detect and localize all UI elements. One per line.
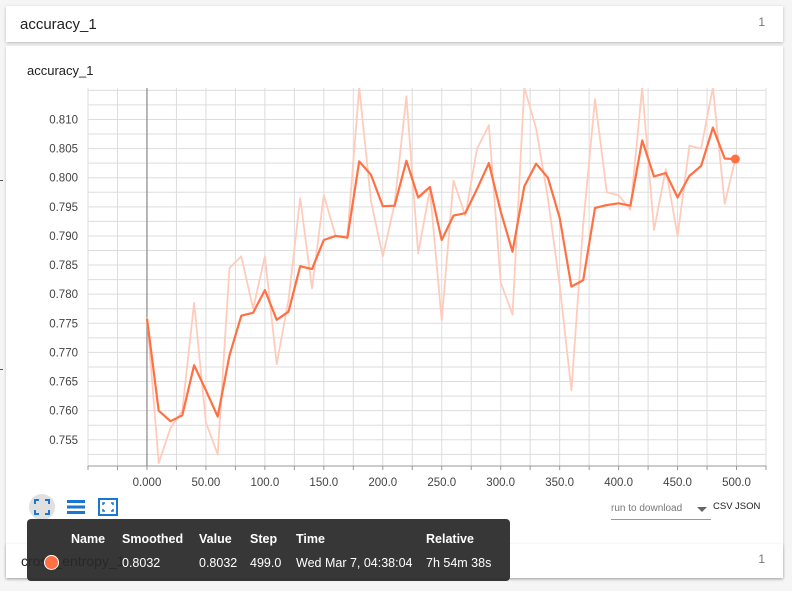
tooltip-header-smoothed: Smoothed [122,532,184,546]
download-csv-link[interactable]: CSV [713,501,733,512]
download-json-link[interactable]: JSON [735,501,761,512]
y-tick-label: 0.760 [49,406,78,418]
tooltip-step: 499.0 [250,556,282,570]
left-edge-mark [0,369,3,370]
tick-labels: 0.755 0.760 0.765 0.770 0.775 0.780 0.785 0.790… [49,114,751,486]
x-tick-label: 50.00 [192,477,221,486]
y-tick-label: 0.810 [49,114,78,126]
tooltip-header-step: Step [250,532,278,546]
chart-tooltip: Name Smoothed Value Step Time Relative 0… [27,519,510,581]
x-tick-label: 300.0 [486,477,515,486]
tooltip-relative: 7h 54m 38s [426,556,492,570]
fit-domain-icon [34,499,50,515]
chart-title: accuracy_1 [27,63,94,78]
y-tick-label: 0.775 [49,318,78,330]
y-tick-label: 0.805 [49,144,78,156]
y-tick-label: 0.790 [49,231,78,243]
expand-chart-button[interactable] [95,494,121,520]
left-edge-mark [0,180,3,181]
y-tick-label: 0.770 [49,347,78,359]
tooltip-time: Wed Mar 7, 04:38:04 [296,556,413,570]
tooltip-smoothed-value: 0.8032 [122,556,161,570]
chevron-down-icon [697,507,707,512]
x-tick-label: 0.000 [133,477,162,486]
expand-icon [98,498,118,516]
series [145,88,740,465]
y-tick-label: 0.785 [49,260,78,272]
tooltip-header-time: Time [296,532,325,546]
run-select-placeholder: run to download [611,503,683,514]
smoothed-series-line [145,126,736,423]
x-tick-label: 200.0 [368,477,397,486]
x-tick-label: 400.0 [604,477,633,486]
tooltip-header-relative: Relative [426,532,474,546]
fit-domain-button[interactable] [29,494,55,520]
line-chart[interactable]: 0.755 0.760 0.765 0.770 0.775 0.780 0.785 0.790… [6,46,783,486]
y-tick-label: 0.800 [49,173,78,185]
run-color-swatch [44,555,59,570]
list-icon [67,500,85,514]
tag-group-count: 1 [758,552,765,566]
hover-point-marker [730,154,740,164]
run-to-download-select[interactable]: run to download [611,498,711,520]
x-tick-label: 450.0 [663,477,692,486]
axes [87,88,767,470]
tag-group-title: accuracy_1 [20,16,97,33]
y-tick-label: 0.795 [49,202,78,214]
tooltip-header-value: Value [199,532,232,546]
y-tick-label: 0.765 [49,377,78,389]
scalar-chart-card: accuracy_1 0.755 0.760 0.765 0.770 0.775 0.78… [6,46,783,578]
x-tick-label: 150.0 [309,477,338,486]
x-tick-label: 250.0 [427,477,456,486]
tag-group-header[interactable]: accuracy_1 1 [6,6,783,42]
tooltip-raw-value: 0.8032 [199,556,238,570]
x-tick-label: 350.0 [545,477,574,486]
tag-group-count: 1 [758,15,765,29]
raw-series-line [146,88,737,465]
toggle-log-scale-button[interactable] [63,494,89,520]
x-tick-label: 500.0 [722,477,751,486]
y-tick-label: 0.755 [49,435,78,447]
x-tick-label: 100.0 [250,477,279,486]
y-tick-label: 0.780 [49,289,78,301]
grid [87,88,767,466]
tooltip-header-name: Name [71,532,106,546]
